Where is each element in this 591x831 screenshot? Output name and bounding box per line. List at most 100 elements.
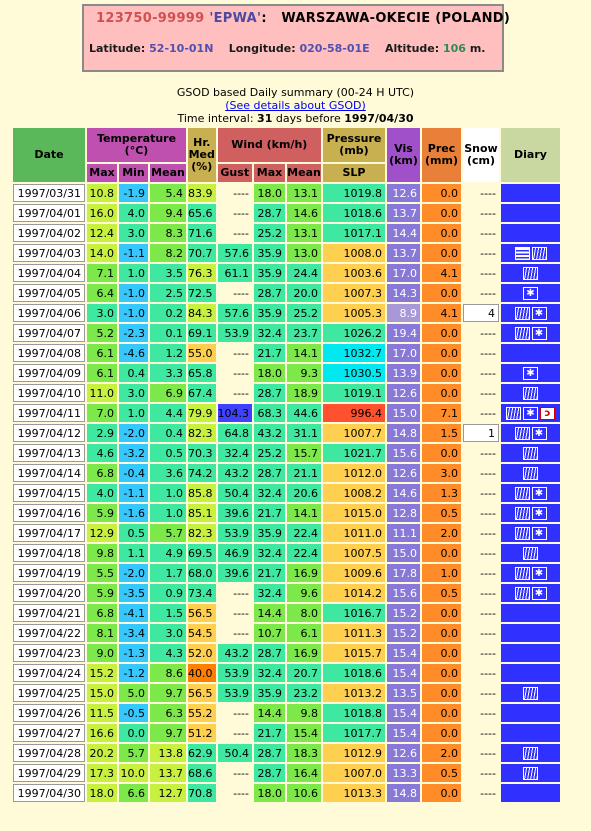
wind-gust-cell: 46.9 — [217, 544, 252, 562]
wind-mean-cell: 8.0 — [287, 604, 321, 622]
wind-max-cell: 28.7 — [254, 744, 285, 762]
temp-min-cell: -3.2 — [119, 444, 148, 462]
snow-cell: ---- — [480, 246, 496, 260]
date-cell: 1997/04/30 — [13, 784, 85, 802]
time-interval: Time interval: 31 days before 1997/04/30 — [0, 112, 591, 125]
snow-icon: ✱ — [531, 306, 547, 320]
date-cell: 1997/04/29 — [13, 764, 85, 782]
date-cell: 1997/04/19 — [13, 564, 85, 582]
table-row: 1997/04/20 5.9 -3.5 0.9 73.4 ---- 32.4 9.6 1014.… — [13, 584, 560, 602]
slp-cell: 1005.3 — [323, 304, 385, 322]
col-wind-mean: Mean — [287, 164, 321, 182]
snow-cell: ---- — [480, 786, 496, 800]
diary-cell: ✱ — [501, 304, 560, 322]
date-cell: 1997/04/21 — [13, 604, 85, 622]
table-row: 1997/04/23 9.0 -1.3 4.3 52.0 43.2 28.7 16.9 1015… — [13, 644, 560, 662]
date-cell: 1997/04/22 — [13, 624, 85, 642]
temp-min-cell: 3.0 — [119, 384, 148, 402]
visibility-cell: 14.8 — [387, 424, 420, 442]
wind-max-cell: 32.4 — [254, 584, 285, 602]
temp-max-cell: 11.5 — [87, 704, 117, 722]
wind-max-cell: 35.9 — [254, 684, 285, 702]
precipitation-cell: 0.0 — [422, 544, 461, 562]
wind-mean-cell: 21.1 — [287, 464, 321, 482]
col-temp-mean: Mean — [150, 164, 186, 182]
table-row: 1997/04/30 18.0 6.6 12.7 70.8 ---- 18.0 10.6 101… — [13, 784, 560, 802]
temp-mean-cell: 12.7 — [150, 784, 186, 802]
date-cell: 1997/04/01 — [13, 204, 85, 222]
table-row: 1997/04/25 15.0 5.0 9.7 56.5 53.9 35.9 23.2 1013… — [13, 684, 560, 702]
temp-mean-cell: 13.8 — [150, 744, 186, 762]
table-row: 1997/04/13 4.6 -3.2 0.5 70.3 32.4 25.2 15.7 1021… — [13, 444, 560, 462]
humidity-cell: 56.5 — [188, 604, 216, 622]
rain-icon — [506, 406, 521, 420]
visibility-cell: 15.4 — [387, 644, 420, 662]
table-row: 1997/04/15 4.0 -1.1 1.0 85.8 50.4 32.4 20.6 1008… — [13, 484, 560, 502]
temp-max-cell: 9.0 — [87, 644, 117, 662]
wind-gust-cell: 57.6 — [217, 244, 252, 262]
temp-min-cell: -1.0 — [119, 304, 148, 322]
snow-icon: ✱ — [531, 326, 547, 340]
summary-title: GSOD based Daily summary (00-24 H UTC) — [176, 86, 415, 99]
gsod-details-link[interactable]: (See details about GSOD) — [225, 99, 366, 112]
humidity-cell: 70.8 — [188, 784, 216, 802]
diary-cell — [501, 764, 560, 782]
station-coords: Latitude: 52-10-01N Longitude: 020-58-01… — [89, 42, 485, 55]
wind-gust-cell: ---- — [233, 386, 249, 400]
visibility-cell: 13.9 — [387, 364, 420, 382]
temp-mean-cell: 3.3 — [150, 364, 186, 382]
date-cell: 1997/04/28 — [13, 744, 85, 762]
diary-cell — [501, 224, 560, 242]
humidity-cell: 69.5 — [188, 544, 216, 562]
temp-mean-cell: 5.7 — [150, 524, 186, 542]
visibility-cell: 13.7 — [387, 244, 420, 262]
wind-gust-cell: ---- — [233, 226, 249, 240]
interval-prefix: Time interval: — [177, 112, 254, 125]
slp-cell: 1018.6 — [323, 664, 385, 682]
humidity-cell: 55.2 — [188, 704, 216, 722]
wind-max-cell: 32.4 — [254, 664, 285, 682]
temp-max-cell: 5.5 — [87, 564, 117, 582]
precipitation-cell: 1.5 — [422, 424, 461, 442]
wind-gust-cell: ---- — [233, 346, 249, 360]
date-cell: 1997/04/25 — [13, 684, 85, 702]
temp-min-cell: -0.4 — [119, 464, 148, 482]
slp-cell: 1013.2 — [323, 684, 385, 702]
precipitation-cell: 0.0 — [422, 364, 461, 382]
diary-cell: ✱ — [501, 424, 560, 442]
wind-gust-cell: ---- — [233, 766, 249, 780]
temp-mean-cell: 0.9 — [150, 584, 186, 602]
wind-mean-cell: 9.8 — [287, 704, 321, 722]
wind-mean-cell: 16.4 — [287, 764, 321, 782]
wind-gust-cell: 64.8 — [217, 424, 252, 442]
interval-end-date: 1997/04/30 — [344, 112, 414, 125]
wind-mean-cell: 44.6 — [287, 404, 321, 422]
visibility-cell: 19.4 — [387, 324, 420, 342]
slp-cell: 1019.1 — [323, 384, 385, 402]
wind-mean-cell: 20.0 — [287, 284, 321, 302]
wind-gust-cell: ---- — [233, 726, 249, 740]
humidity-cell: 68.0 — [188, 564, 216, 582]
slp-cell: 1003.6 — [323, 264, 385, 282]
slp-cell: 1011.0 — [323, 524, 385, 542]
humidity-cell: 83.9 — [188, 184, 216, 202]
diary-cell — [501, 724, 560, 742]
interval-mid: days before — [275, 112, 341, 125]
station-header: 123750-99999 'EPWA': WARSZAWA-OKECIE (PO… — [82, 4, 510, 72]
snow-icon: ✱ — [531, 566, 547, 580]
slp-cell: 1021.7 — [323, 444, 385, 462]
rain-icon — [523, 386, 538, 400]
humidity-cell: 40.0 — [188, 664, 216, 682]
snow-cell: ---- — [480, 186, 496, 200]
temp-mean-cell: 0.5 — [150, 444, 186, 462]
diary-cell — [501, 644, 560, 662]
diary-cell — [501, 264, 560, 282]
temp-mean-cell: 3.6 — [150, 464, 186, 482]
temp-max-cell: 2.9 — [87, 424, 117, 442]
wind-mean-cell: 20.7 — [287, 664, 321, 682]
precipitation-cell: 0.0 — [422, 444, 461, 462]
wind-mean-cell: 14.1 — [287, 344, 321, 362]
wind-gust-cell: ---- — [233, 786, 249, 800]
snow-cell: ---- — [480, 666, 496, 680]
precipitation-cell: 0.0 — [422, 724, 461, 742]
